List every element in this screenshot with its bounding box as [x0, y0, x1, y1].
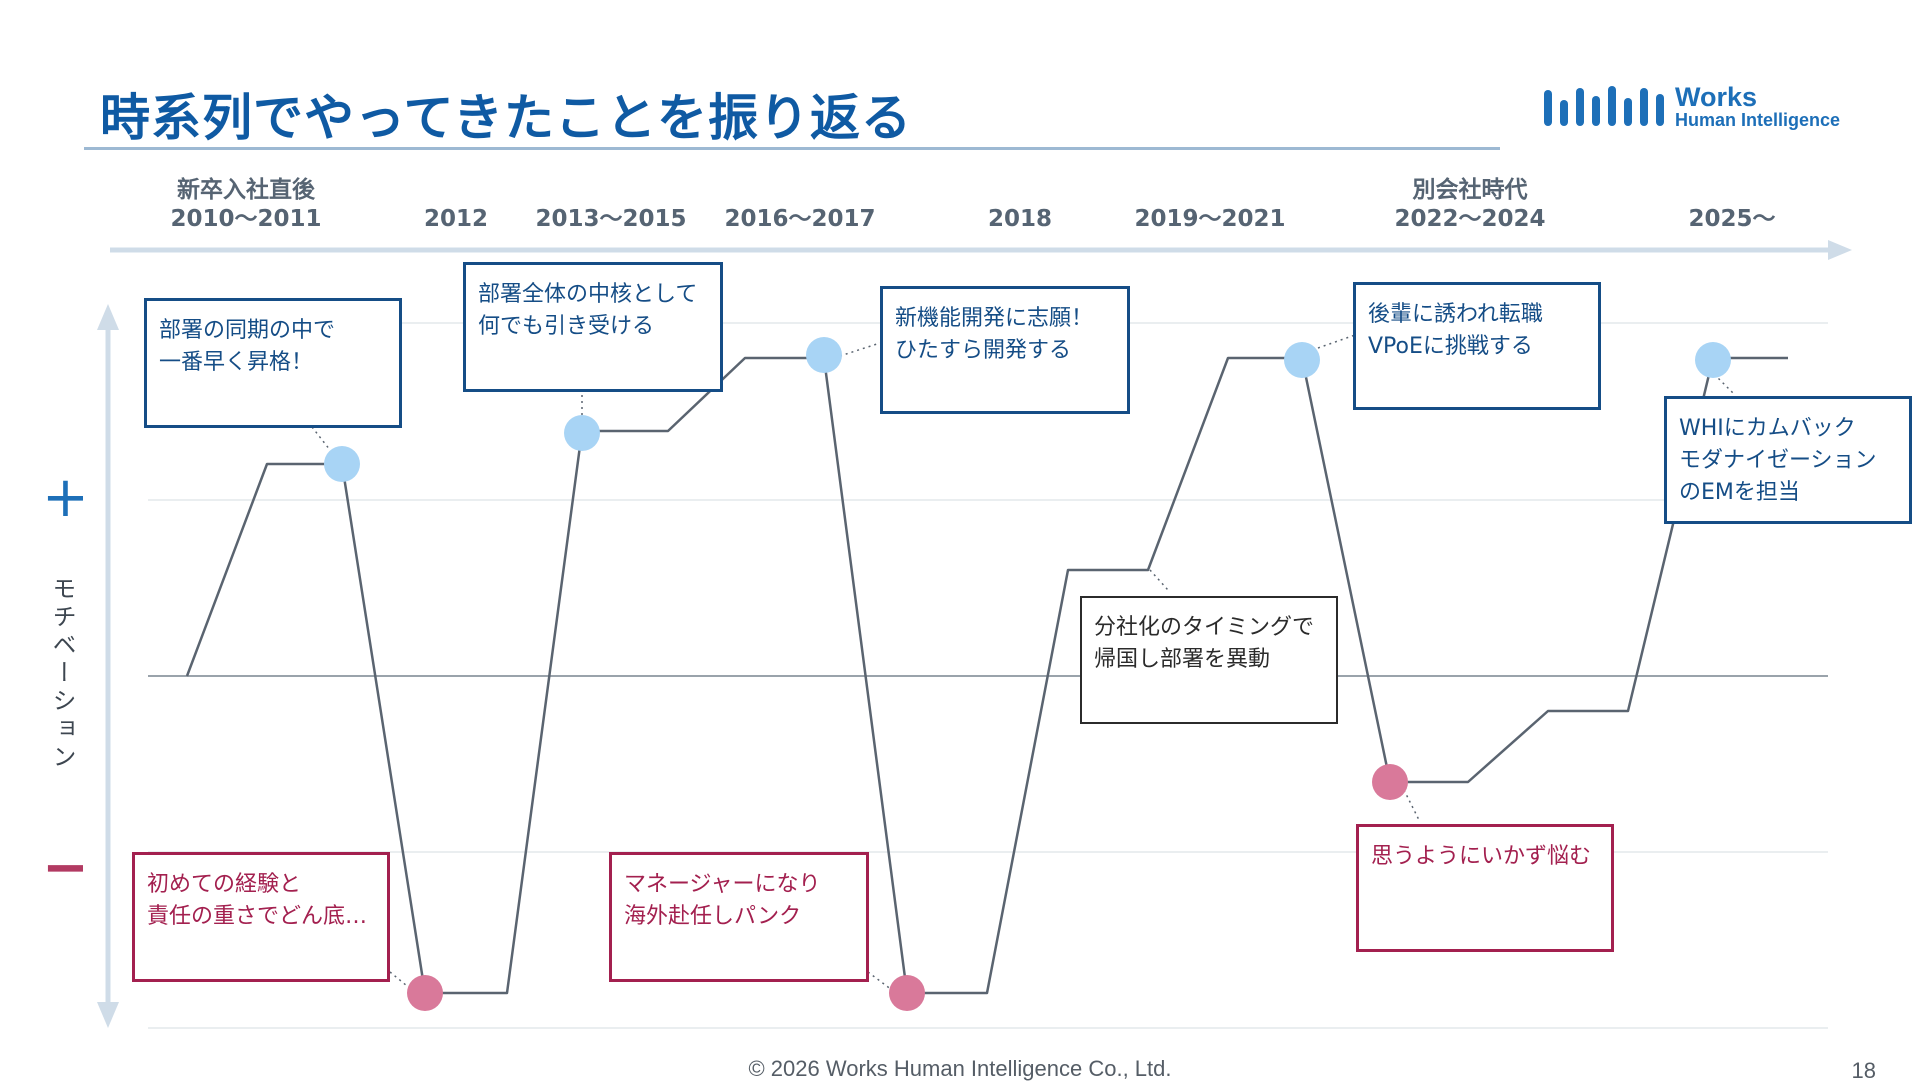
negative-marker: [407, 975, 443, 1011]
period-2012: 2012: [326, 205, 586, 234]
period-2019-2021: 2019〜2021: [1080, 205, 1340, 234]
period-years: 2010〜2011: [170, 206, 322, 232]
period-2022-2024: 別会社時代 2022〜2024: [1340, 176, 1600, 234]
motivation-axis-label: モチベーション: [48, 576, 76, 772]
period-2016-2017: 2016〜2017: [670, 205, 930, 234]
positive-marker: [564, 415, 600, 451]
positive-marker: [324, 446, 360, 482]
negative-marker: [889, 975, 925, 1011]
positive-marker: [806, 337, 842, 373]
leader-line: [311, 426, 331, 451]
page-title: 時系列でやってきたことを振り返る: [100, 89, 912, 147]
period-years: 2016〜2017: [724, 206, 876, 232]
period-years: 2013〜2015: [535, 206, 687, 232]
period-2025: 2025〜: [1602, 205, 1862, 234]
positive-marker: [1695, 342, 1731, 378]
period-years: 2025〜: [1688, 206, 1776, 232]
period-years: 2019〜2021: [1134, 206, 1286, 232]
copyright-footer: © 2026 Works Human Intelligence Co., Ltd…: [748, 1056, 1172, 1081]
title-underline: [84, 147, 1500, 150]
leader-line: [1149, 569, 1169, 591]
period-label: 別会社時代: [1412, 177, 1528, 203]
period-2010-2011: 新卒入社直後 2010〜2011: [116, 176, 376, 234]
logo-line2: Human Intelligence: [1675, 110, 1841, 130]
leader-lines: [311, 334, 1736, 991]
page-number: 18: [1851, 1058, 1876, 1083]
markers: [324, 337, 1731, 1011]
company-logo: Works Human Intelligence: [1540, 80, 1860, 136]
event-box-struggle: 思うようにいかず悩む: [1356, 824, 1614, 952]
minus-sign: −: [42, 835, 89, 900]
timeline-arrow: [110, 240, 1852, 260]
event-box-first-experience: 初めての経験と 責任の重さでどん底…: [132, 852, 390, 982]
event-box-spinoff: 分社化のタイミングで 帰国し部署を異動: [1080, 596, 1338, 724]
negative-marker: [1372, 764, 1408, 800]
plus-sign: +: [42, 465, 89, 530]
logo-line1: Works: [1675, 82, 1758, 112]
motivation-curve: [185, 356, 1788, 995]
logo-bars-icon: [1544, 86, 1664, 126]
event-box-manager-overseas: マネージャーになり 海外赴任しパンク: [609, 852, 869, 982]
period-2013-2015: 2013〜2015: [481, 205, 741, 234]
leader-line: [867, 971, 893, 991]
event-box-promotion: 部署の同期の中で 一番早く昇格！: [144, 298, 402, 428]
event-box-comeback: WHIにカムバック モダナイゼーション のEMを担当: [1664, 396, 1912, 524]
period-years: 2012: [423, 206, 488, 232]
leader-line: [839, 342, 881, 357]
period-2018: 2018: [890, 205, 1150, 234]
event-box-new-feature: 新機能開発に志願！ ひたすら開発する: [880, 286, 1130, 414]
event-box-core-member: 部署全体の中核として 何でも引き受ける: [463, 262, 723, 392]
leader-line: [1317, 334, 1356, 349]
leader-line: [1403, 789, 1421, 823]
period-years: 2018: [987, 206, 1052, 232]
period-label: 新卒入社直後: [177, 177, 315, 203]
positive-marker: [1284, 342, 1320, 378]
event-box-vpoe: 後輩に誘われ転職 VPoEに挑戦する: [1353, 282, 1601, 410]
motivation-axis-arrow: [97, 304, 119, 1028]
period-years: 2022〜2024: [1394, 206, 1546, 232]
